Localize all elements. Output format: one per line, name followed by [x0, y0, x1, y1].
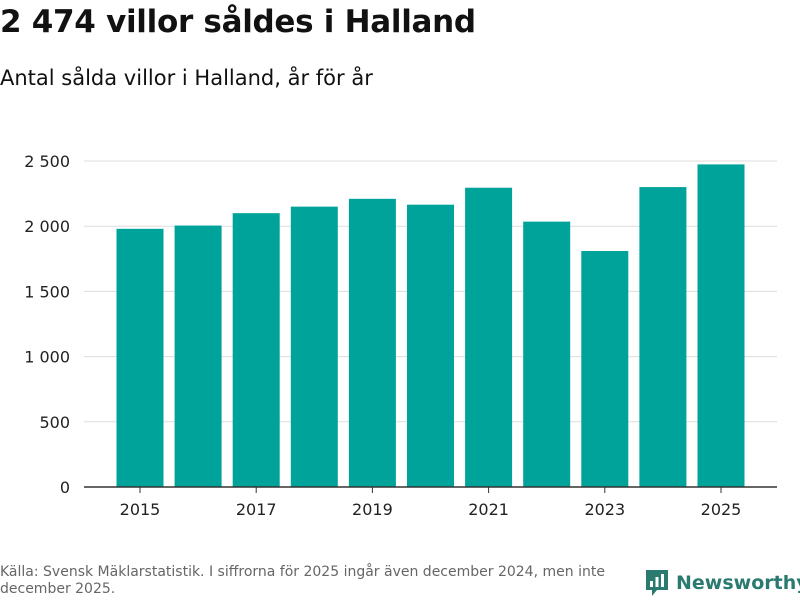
- bar-2025: [697, 164, 745, 488]
- y-tick-label: 2 500: [24, 152, 70, 171]
- bar-2017: [232, 213, 280, 487]
- bar-chart: 0 500 1 000 1 500 2 000 2 500 2015 2017 2019 2021…: [24, 152, 777, 519]
- logo-text: Newsworthy: [676, 572, 800, 594]
- y-tick-label: 1 000: [24, 348, 70, 367]
- x-tick-label: 2017: [236, 500, 277, 519]
- newsworthy-logo-icon: [646, 570, 668, 596]
- newsworthy-logo: Newsworthy: [644, 568, 800, 598]
- bar-2022: [523, 221, 571, 488]
- y-tick-label: 500: [39, 413, 70, 432]
- x-tick-label: 2021: [468, 500, 509, 519]
- bar-2024: [639, 187, 687, 487]
- bar-2015: [116, 228, 164, 488]
- x-tick-label: 2023: [584, 500, 625, 519]
- bar-2021: [465, 187, 513, 487]
- y-tick-label: 1 500: [24, 282, 70, 301]
- x-tick-label: 2019: [352, 500, 393, 519]
- source-note: Källa: Svensk Mäklarstatistik. I siffror…: [0, 564, 605, 597]
- bar-2016: [174, 225, 222, 487]
- chart-title: 2 474 villor såldes i Halland: [0, 4, 476, 40]
- x-tick-label: 2015: [120, 500, 161, 519]
- bar-2019: [348, 198, 396, 488]
- bar-2020: [407, 204, 454, 487]
- y-tick-label: 2 000: [24, 217, 70, 236]
- chart-subtitle: Antal sålda villor i Halland, år för år: [0, 66, 373, 90]
- bar-2018: [290, 206, 338, 487]
- y-tick-label: 0: [60, 478, 70, 497]
- bar-2023: [581, 250, 629, 487]
- x-tick-label: 2025: [701, 500, 742, 519]
